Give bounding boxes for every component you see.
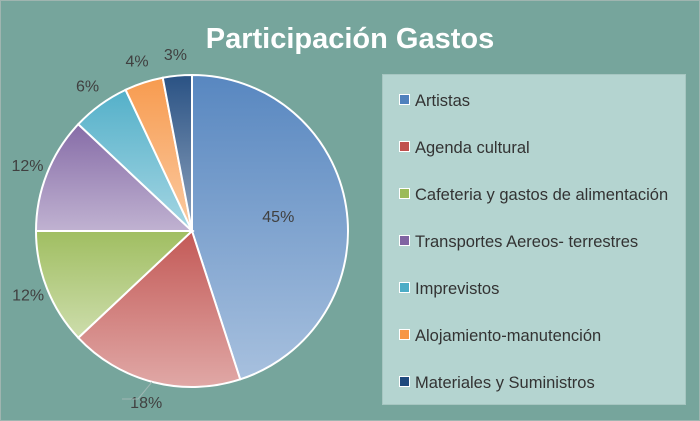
legend-swatch-3 [399,188,410,199]
legend-item-1: Artistas [399,89,470,113]
legend-label-1: Artistas [415,92,471,110]
data-label-2: 18% [130,395,162,412]
pie-slice-1 [191,73,349,381]
legend-item-4: Transportes Aereos- terrestres [399,230,638,254]
legend-swatch-6 [399,329,410,340]
data-label-3: 12% [12,287,44,304]
legend-swatch-7 [399,376,410,387]
legend-item-6: Alojamiento-manutención [399,324,601,348]
pie-slice-4 [34,122,195,232]
pie-slice-3 [34,230,195,340]
legend-item-5: Imprevistos [399,277,499,301]
pie-slice-2 [76,229,242,388]
data-label-5: 6% [76,79,99,96]
legend: Artistas Agenda cultural Cafeteria y gasto… [382,74,686,405]
pie-slice-7 [161,73,193,232]
legend-label-6: Alojamiento-manutención [415,327,602,345]
data-label-6: 4% [125,53,148,70]
data-label-1: 45% [262,209,294,226]
legend-label-5: Imprevistos [415,280,500,298]
legend-label-2: Agenda cultural [415,139,530,157]
legend-label-4: Transportes Aereos- terrestres [415,233,639,251]
leader-line-agenda-cultural [122,381,153,400]
legend-item-3: Cafeteria y gastos de alimentación [399,183,668,207]
legend-swatch-2 [399,141,410,152]
legend-label-3: Cafeteria y gastos de alimentación [415,186,669,204]
legend-label-7: Materiales y Suministros [415,374,595,392]
data-label-7: 3% [164,47,187,64]
data-label-4: 12% [11,158,43,175]
chart-title: Participación Gastos [205,23,495,55]
legend-swatch-1 [399,94,410,105]
legend-swatch-4 [399,235,410,246]
legend-item-7: Materiales y Suministros [399,371,595,395]
legend-item-2: Agenda cultural [399,136,530,160]
legend-swatch-5 [399,282,410,293]
